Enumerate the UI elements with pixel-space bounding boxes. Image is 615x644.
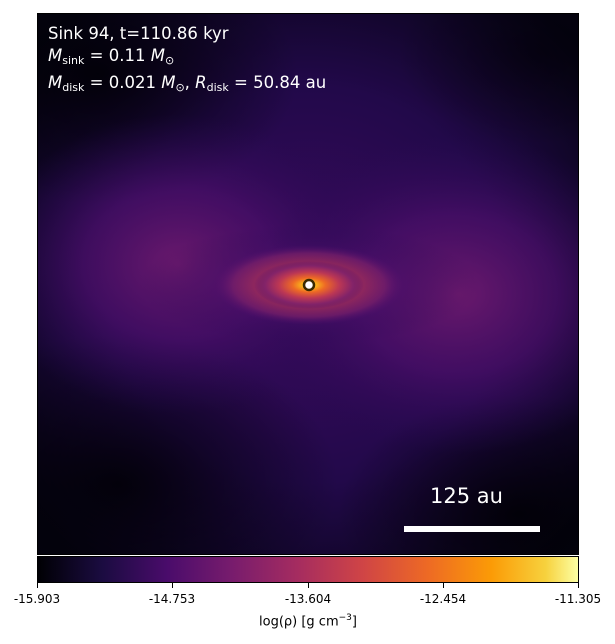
sink-title: Sink 94, t=110.86 kyr xyxy=(48,24,229,43)
colorbar-label-exp: −3 xyxy=(338,613,352,623)
colorbar-tick-label: -14.753 xyxy=(148,592,196,606)
colorbar-label-text: log(ρ) [g cm xyxy=(259,614,339,630)
scalebar xyxy=(404,526,540,532)
msink-unit-sub: ⊙ xyxy=(164,54,175,67)
sink-info: Sink 94, t=110.86 kyr Msink = 0.11 M⊙ Md… xyxy=(48,23,326,99)
rdisk-symbol: R xyxy=(195,73,207,92)
sink-mass: Msink = 0.11 M⊙ xyxy=(48,45,326,72)
sink-marker xyxy=(302,278,316,292)
colorbar-tick xyxy=(578,583,579,588)
mdisk-value: = 0.021 xyxy=(89,73,156,92)
msink-value: = 0.11 xyxy=(89,46,146,65)
colorbar-tick xyxy=(37,583,38,588)
density-map: Sink 94, t=110.86 kyr Msink = 0.11 M⊙ Md… xyxy=(37,13,579,555)
colorbar-tick-label: -13.604 xyxy=(284,592,332,606)
disk-props: Mdisk = 0.021 M⊙, Rdisk = 50.84 au xyxy=(48,73,327,94)
mdisk-unit-sub: ⊙ xyxy=(175,81,185,94)
scalebar-label: 125 au xyxy=(430,484,503,508)
msink-symbol: M xyxy=(48,46,63,65)
colorbar-tick-label: -12.454 xyxy=(419,592,467,606)
colorbar-label-close: ] xyxy=(351,614,357,630)
colorbar-tick xyxy=(172,583,173,588)
density-image xyxy=(38,14,578,554)
rdisk-value: = 50.84 au xyxy=(234,73,327,92)
mdisk-symbol: M xyxy=(48,73,63,92)
msink-sub: sink xyxy=(62,54,85,67)
colorbar-tick xyxy=(443,583,444,588)
colorbar-label: log(ρ) [g cm−3] xyxy=(259,613,357,629)
msink-unit: M xyxy=(150,46,165,65)
colorbar-tick-label: -11.305 xyxy=(554,592,602,606)
colorbar xyxy=(37,556,579,583)
mdisk-unit: M xyxy=(161,73,176,92)
colorbar-tick xyxy=(308,583,309,588)
rdisk-sub: disk xyxy=(206,81,229,94)
colorbar-tick-label: -15.903 xyxy=(13,592,61,606)
mdisk-sub: disk xyxy=(62,81,85,94)
